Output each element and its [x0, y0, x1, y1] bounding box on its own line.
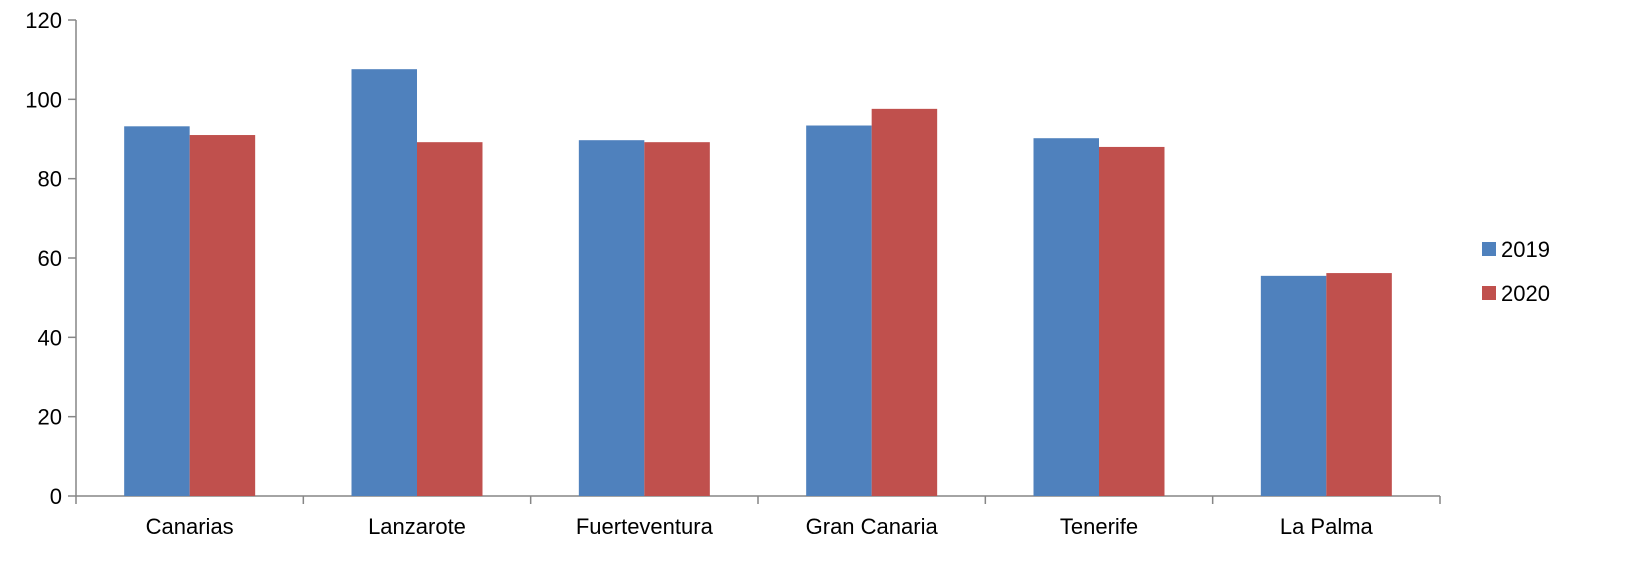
y-tick-label: 0: [50, 484, 62, 509]
y-axis: 0 20 40 60 80 100 120: [25, 8, 77, 509]
bar-2020-tenerife: [1099, 146, 1165, 496]
x-tick-label: La Palma: [1280, 514, 1374, 539]
legend-label: 2020: [1501, 281, 1550, 306]
bars: [124, 69, 1392, 497]
bar-2019-la-palma: [1260, 275, 1327, 496]
y-tick-label: 120: [25, 8, 62, 33]
bar-2020-lanzarote: [417, 142, 483, 496]
legend: 2019 2020: [1482, 237, 1550, 306]
bar-2019-tenerife: [1033, 138, 1099, 496]
y-tick-label: 80: [38, 167, 62, 192]
bar-2019-lanzarote: [351, 69, 417, 496]
bar-2020-canarias: [189, 135, 256, 497]
x-tick-label: Fuerteventura: [576, 514, 714, 539]
y-tick-label: 60: [38, 246, 62, 271]
bar-2020-fuerteventura: [644, 142, 710, 496]
legend-label: 2019: [1501, 237, 1550, 262]
x-tick-label: Canarias: [146, 514, 234, 539]
y-tick-label: 40: [38, 325, 62, 350]
legend-swatch-2019: [1482, 242, 1496, 256]
bar-2019-gran-canaria: [806, 125, 872, 496]
x-tick-label: Lanzarote: [368, 514, 466, 539]
bar-2019-fuerteventura: [578, 140, 645, 496]
x-axis: Canarias Lanzarote Fuerteventura Gran Canar…: [75, 495, 1441, 539]
x-tick-label: Gran Canaria: [806, 514, 939, 539]
y-tick-label: 100: [25, 87, 62, 112]
y-tick-label: 20: [38, 405, 62, 430]
bar-2019-canarias: [124, 126, 190, 496]
bar-2020-gran-canaria: [871, 108, 938, 496]
bar-2020-la-palma: [1326, 273, 1392, 496]
x-tick-label: Tenerife: [1060, 514, 1138, 539]
legend-swatch-2020: [1482, 286, 1496, 300]
